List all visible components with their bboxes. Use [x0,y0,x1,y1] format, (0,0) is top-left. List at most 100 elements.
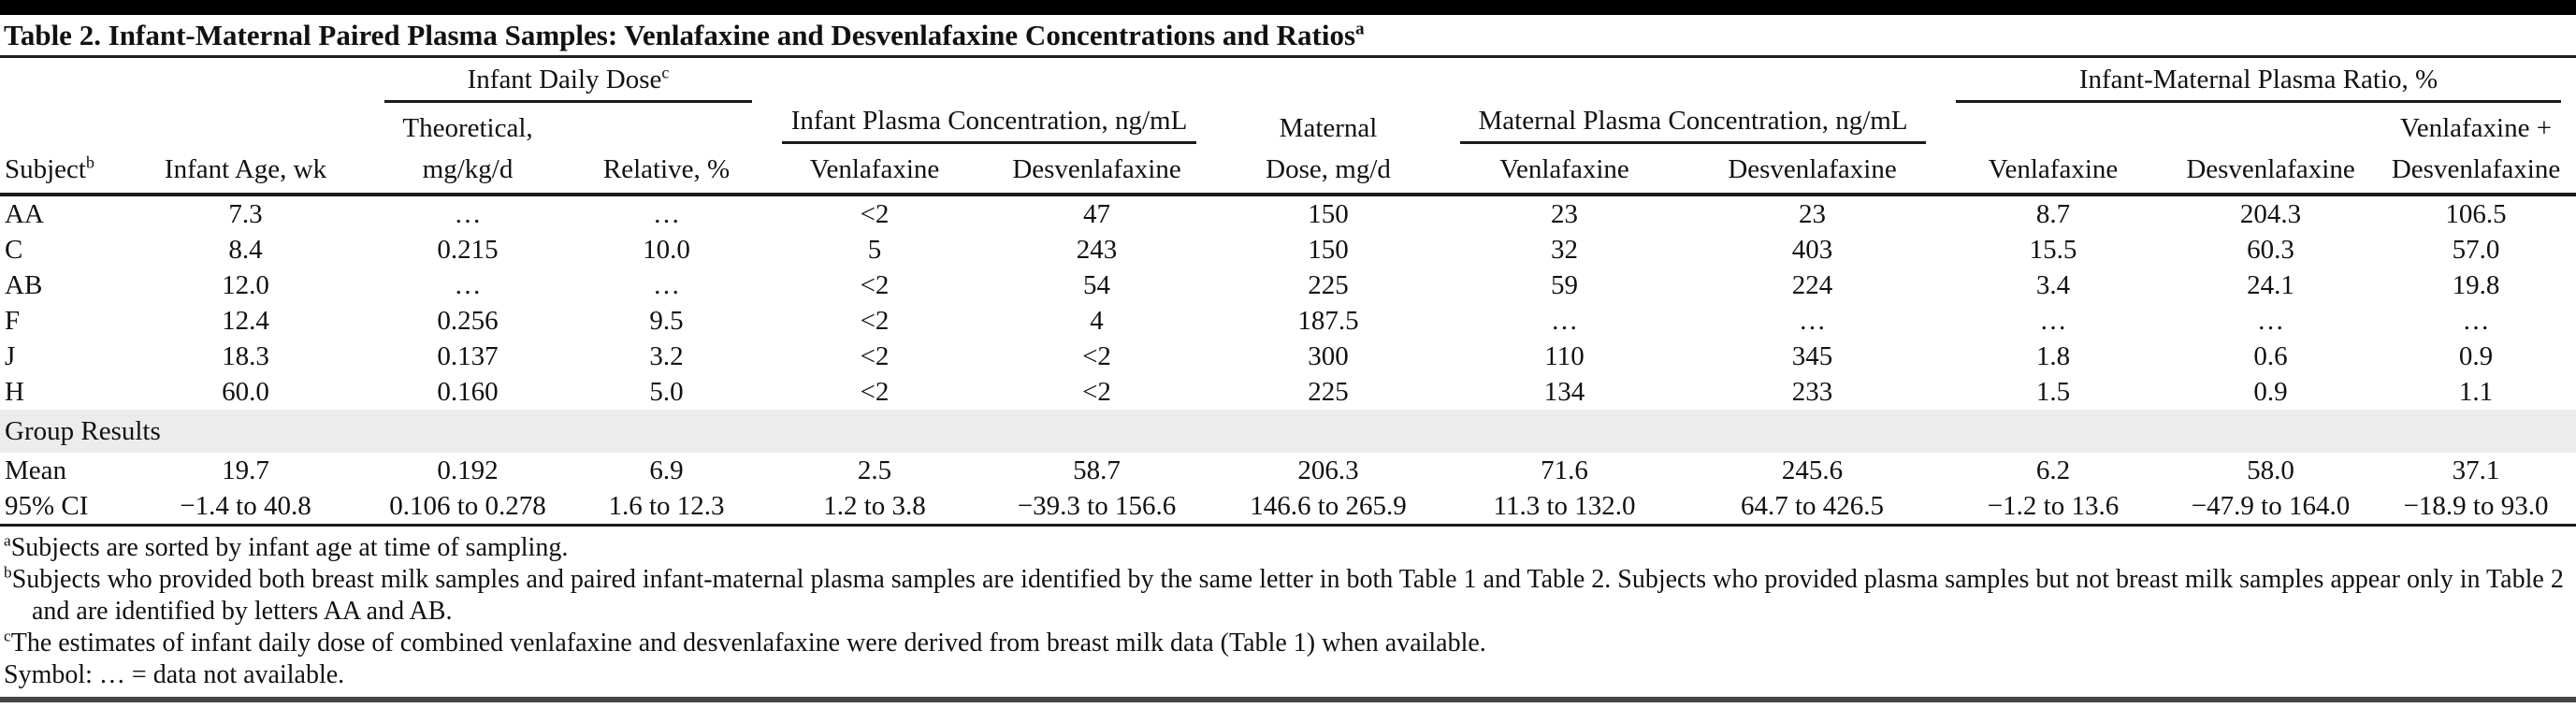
cell: 206.3 [1297,455,1359,485]
table-row-subject-ab: AB 12.0 … … <2 54 225 59 224 3.4 24.1 19… [0,267,2576,303]
cell: 5 [867,234,882,265]
cell: 0.106 to 0.278 [369,488,566,527]
infant-daily-dose-label: Infant Daily Dose [467,65,662,94]
cell: 23 [1551,198,1579,229]
cell: 6.9 [649,455,684,485]
subject-superscript: b [86,152,94,172]
footnote-symbol-text: Symbol: … = data not available. [4,660,345,689]
subject-cell: F [5,305,21,336]
col-header-ratio-combined-line1: Venlafaxine + [2399,113,2553,143]
footnotes: aSubjects are sorted by infant age at ti… [0,527,2576,691]
subject-cell: H [5,376,24,407]
cell: 4 [1090,305,1104,336]
cell: 345 [1791,340,1833,371]
cell: 0.192 [437,455,499,485]
cell: … [2257,305,2285,336]
table-row-subject-f: F 12.4 0.256 9.5 <2 4 187.5 … … … … … [0,303,2576,339]
group-results-band: Group Results [0,410,2576,453]
cell: 204.3 [2239,198,2302,229]
cell: 24.1 [2247,269,2294,300]
cell: 134 [1543,376,1585,407]
cell: 58.7 [1073,455,1121,485]
cell: −18.9 to 93.0 [2376,488,2576,527]
cell: 146.6 to 265.9 [1211,488,1446,527]
cell: 2.5 [857,455,892,485]
row-label-mean: Mean [5,455,67,485]
cell: 0.6 [2253,340,2288,371]
group-results-label: Group Results [0,410,2576,453]
col-header-subject: Subjectb [0,144,122,196]
cell: 243 [1076,234,1118,265]
col-group-infant-plasma-concentration: Infant Plasma Concentration, ng/mL [767,103,1211,144]
cell: −39.3 to 156.6 [982,488,1212,527]
cell: 32 [1551,234,1579,265]
cell: 71.6 [1541,455,1588,485]
cell: 19.7 [222,455,269,485]
cell: 150 [1308,198,1349,229]
cell: −47.9 to 164.0 [2165,488,2377,527]
cell: … [454,198,482,229]
header-spacer [1941,103,2165,144]
cell: <2 [860,376,890,407]
cell: 1.2 to 3.8 [767,488,983,527]
table-row-subject-c: C 8.4 0.215 10.0 5 243 150 32 403 15.5 6… [0,232,2576,267]
col-header-theoretical-line2: mg/kg/d [369,144,566,196]
cell: … [653,198,680,229]
cell: 233 [1791,376,1833,407]
infant-maternal-plasma-ratio-label: Infant-Maternal Plasma Ratio, % [1956,65,2562,103]
cell: 0.9 [2458,340,2494,371]
header-spacer [0,58,122,103]
header-spacer [0,103,122,144]
cell: 23 [1799,198,1827,229]
infant-daily-dose-superscript: c [661,63,670,82]
footnote-a-superscript: a [4,531,11,550]
cell: 18.3 [222,340,269,371]
cell: 110 [1544,340,1585,371]
cell: 1.6 to 12.3 [566,488,768,527]
cell: 3.2 [649,340,684,371]
cell: <2 [1082,340,1111,371]
subject-cell: AB [5,269,43,300]
subject-cell: C [5,234,23,265]
cell: 60.0 [222,376,269,407]
header-spacer [2165,103,2376,144]
header-row-middle: Theoretical, Infant Plasma Concentration… [0,103,2576,144]
cell: 15.5 [2029,234,2077,265]
subject-label: Subject [5,154,86,184]
cell: 11.3 to 132.0 [1445,488,1685,527]
cell: … [653,269,680,300]
col-header-mpc-desvenlafaxine: Desvenlafaxine [1684,144,1942,196]
cell: … [2462,305,2490,336]
infant-plasma-concentration-label: Infant Plasma Concentration, ng/mL [782,106,1197,144]
maternal-plasma-concentration-label: Maternal Plasma Concentration, ng/mL [1460,106,1927,144]
cell: 225 [1308,376,1349,407]
subject-cell: AA [5,198,44,229]
cell: <2 [860,198,890,229]
header-spacer [122,58,369,103]
col-group-maternal-plasma-concentration: Maternal Plasma Concentration, ng/mL [1445,103,1941,144]
cell: 225 [1308,269,1349,300]
cell: 106.5 [2445,198,2507,229]
col-header-ipc-venlafaxine: Venlafaxine [767,144,983,196]
bottom-rule-bar [0,697,2576,702]
table-title-text: Table 2. Infant-Maternal Paired Plasma S… [4,19,1356,51]
footnote-a-text: Subjects are sorted by infant age at tim… [10,533,569,562]
cell: 8.4 [228,234,263,265]
footnote-c-superscript: c [4,627,11,645]
cell: 6.2 [2035,455,2071,485]
table-row-95-ci: 95% CI −1.4 to 40.8 0.106 to 0.278 1.6 t… [0,488,2576,527]
cell: <2 [860,305,890,336]
col-header-ratio-desvenlafaxine: Desvenlafaxine [2165,144,2377,196]
cell: … [2039,305,2067,336]
cell: … [1799,305,1827,336]
cell: 0.215 [437,234,499,265]
header-spacer [767,58,1941,103]
col-header-theoretical-line1: Theoretical, [402,113,533,143]
cell: 54 [1083,269,1111,300]
cell: 245.6 [1781,455,1844,485]
cell: 10.0 [643,234,690,265]
cell: 0.256 [437,305,499,336]
table-row-mean: Mean 19.7 0.192 6.9 2.5 58.7 206.3 71.6 … [0,453,2576,488]
header-row-bottom: Subjectb Infant Age, wk mg/kg/d Relative… [0,144,2576,196]
cell: 224 [1791,269,1833,300]
